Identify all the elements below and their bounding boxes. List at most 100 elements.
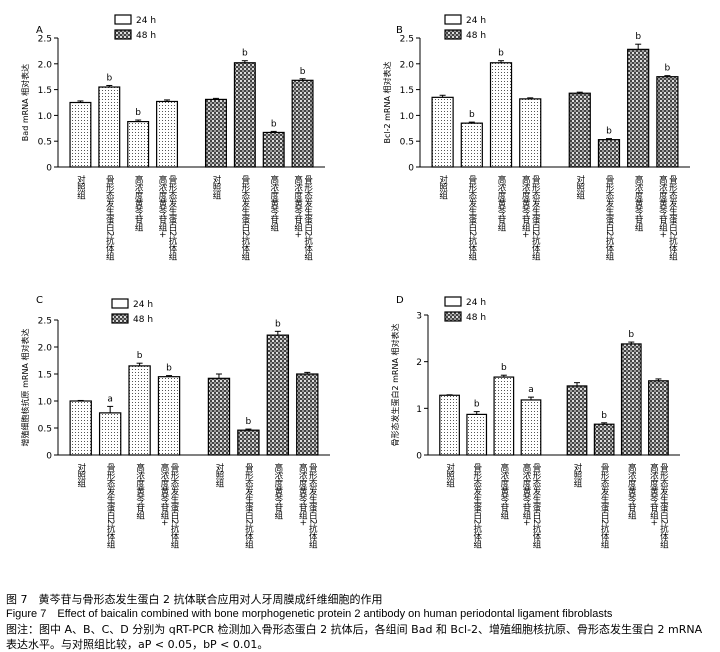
x-tick-label: 骨形态发生蛋白2抗体组 [467, 175, 477, 260]
y-tick-label: 2 [416, 358, 422, 368]
bar-48h [593, 423, 615, 456]
significance-label: b [300, 67, 306, 77]
y-tick-label: 2.5 [38, 35, 52, 45]
x-tick-label: 高浓度黄芩苷组+ [521, 462, 531, 526]
legend-swatch-24h [111, 298, 129, 309]
chart-panel-a: A 0 0.5 1.0 1.5 2.0 2.5 Bad mRNA 相对表达 24 h 48 h 对照… [20, 14, 325, 260]
panel-letter: B [396, 25, 403, 36]
x-tick-label: 高浓度黄芩苷组 [499, 462, 509, 519]
bar-48h [296, 373, 319, 456]
legend-label: 24 h [466, 16, 486, 26]
significance-label: a [107, 394, 113, 404]
y-tick-label: 1.0 [38, 112, 53, 122]
legend-swatch-48h [114, 29, 132, 40]
x-tick-label: 骨形态发生蛋白2抗体组 [243, 463, 253, 548]
caption-note-continued: 表达水平。与对照组比较，aP < 0.05，bP < 0.01。 [6, 638, 269, 651]
significance-label: b [469, 110, 475, 120]
x-tick-label: 高浓度黄芩苷组 [133, 174, 143, 231]
x-tick-label: 骨形态发生蛋白2抗体组 [167, 175, 177, 260]
panel-letter: C [36, 295, 43, 306]
legend-swatch-48h [111, 313, 129, 324]
significance-label: b [106, 73, 112, 83]
significance-label: b [498, 49, 504, 59]
chart-panel-b: B 0 0.5 1.0 1.5 2.0 2.5 Bcl-2 mRNA 相对表达 24 h 48 h… [382, 14, 690, 260]
bar-48h [627, 48, 650, 168]
y-tick-label: 2.5 [38, 317, 52, 327]
x-tick-label: 对照组 [211, 174, 221, 199]
y-tick-label: 2.0 [38, 344, 53, 354]
bar-24h [157, 376, 181, 456]
legend-label: 48 h [133, 315, 153, 325]
y-tick-label: 0 [46, 164, 52, 174]
x-tick-label: 高浓度黄芩苷组 [626, 462, 636, 519]
x-tick-label: 骨形态发生蛋白2抗体组 [307, 463, 317, 548]
y-tick-label: 0.5 [38, 138, 52, 148]
x-tick-label: 高浓度黄芩苷组+ [293, 174, 303, 238]
bar-48h [207, 377, 231, 456]
y-tick-label: 0.5 [38, 425, 52, 435]
x-tick-label: 骨形态发生蛋白2抗体组 [599, 463, 609, 548]
legend-swatch-48h [444, 29, 462, 40]
bar-48h [291, 79, 314, 168]
bar-24h [431, 96, 454, 168]
x-tick-label: 高浓度黄芩苷组 [273, 462, 283, 519]
bar-48h [233, 62, 256, 168]
bar-48h [597, 139, 621, 168]
bar-48h [620, 343, 642, 456]
y-tick-label: 2.0 [38, 60, 53, 70]
significance-label: b [501, 363, 507, 373]
significance-label: b [635, 32, 641, 42]
x-tick-label: 高浓度黄芩苷组 [633, 174, 643, 231]
y-tick-label: 0 [46, 452, 52, 462]
x-tick-label: 高浓度黄芩苷组+ [657, 174, 667, 238]
caption-title-en: Figure 7 Effect of baicalin combined wit… [6, 608, 613, 620]
significance-label: b [665, 64, 671, 74]
y-tick-label: 0 [408, 164, 414, 174]
legend-label: 24 h [133, 300, 153, 310]
bar-24h [69, 400, 92, 456]
caption-title-cn: 图 7 黄芩苷与骨形态发生蛋白 2 抗体联合应用对人牙周膜成纤维细胞的作用 [6, 593, 383, 606]
bar-24h [127, 120, 150, 168]
bar-48h [204, 98, 227, 168]
x-tick-label: 骨形态发生蛋白2抗体组 [104, 175, 114, 260]
x-tick-label: 骨形态发生蛋白2抗体组 [105, 463, 115, 548]
y-tick-label: 2.0 [400, 60, 415, 70]
significance-label: b [137, 351, 143, 361]
x-tick-label: 高浓度黄芩苷组 [135, 462, 145, 519]
x-tick-label: 骨形态发生蛋白2抗体组 [240, 175, 250, 260]
figure-panels: A 0 0.5 1.0 1.5 2.0 2.5 Bad mRNA 相对表达 24 h 48 h 对照… [20, 14, 690, 548]
bar-48h [566, 385, 588, 456]
x-tick-label: 高浓度黄芩苷组+ [297, 462, 307, 526]
x-tick-label: 高浓度黄芩苷组 [496, 174, 506, 231]
bar-24h [69, 101, 92, 168]
bar-48h [262, 131, 285, 168]
x-tick-label: 对照组 [572, 462, 582, 487]
bar-24h [466, 413, 488, 456]
legend-swatch-24h [444, 14, 462, 25]
significance-label: b [601, 411, 607, 421]
y-tick-label: 1.5 [38, 371, 52, 381]
x-tick-label: 骨形态发生蛋白2抗体组 [169, 463, 179, 548]
chart-panel-d: D 0 1 2 3 骨形态发生蛋白2 mRNA 相对表达 24 h 48 h 对照组 b 骨形态发生… [390, 295, 680, 548]
significance-label: b [606, 127, 612, 137]
x-tick-label: 高浓度黄芩苷组+ [157, 174, 167, 238]
significance-label: b [135, 108, 141, 118]
significance-label: a [528, 385, 534, 395]
x-tick-label: 骨形态发生蛋白2抗体组 [604, 175, 614, 260]
y-axis-label: 增殖细胞核抗原 mRNA 相对表达 [20, 329, 30, 447]
legend-label: 48 h [466, 313, 486, 323]
chart-panel-c: C 0 0.5 1.0 1.5 2.0 2.5 增殖细胞核抗原 mRNA 相对表达 24 h 48… [20, 295, 330, 548]
bar-24h [493, 376, 515, 456]
bar-48h [648, 380, 669, 456]
x-tick-label: 骨形态发生蛋白2抗体组 [530, 175, 540, 260]
x-tick-label: 骨形态发生蛋白2抗体组 [303, 175, 313, 260]
bar-48h [266, 334, 290, 456]
y-axis-label: 骨形态发生蛋白2 mRNA 相对表达 [390, 324, 400, 447]
y-tick-label: 1 [416, 405, 422, 415]
significance-label: b [166, 364, 172, 374]
x-tick-label: 对照组 [575, 174, 585, 199]
legend-label: 48 h [466, 31, 486, 41]
bar-24h [520, 399, 542, 456]
bar-48h [237, 429, 260, 456]
panel-letter: D [396, 295, 404, 306]
